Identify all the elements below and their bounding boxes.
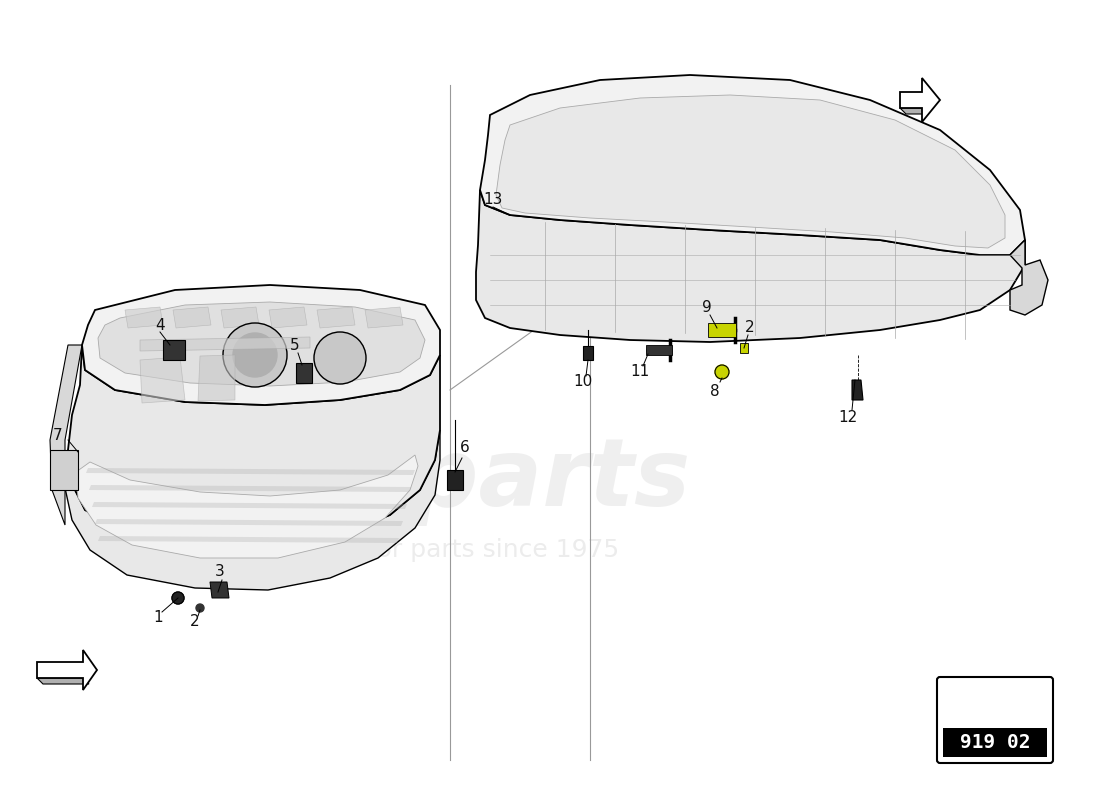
Polygon shape (82, 285, 440, 405)
Polygon shape (165, 342, 182, 358)
Circle shape (223, 323, 287, 387)
Text: 5: 5 (290, 338, 300, 353)
Circle shape (715, 365, 729, 379)
Bar (646, 345, 672, 355)
Text: 6: 6 (460, 441, 470, 455)
Polygon shape (317, 307, 355, 328)
Polygon shape (476, 190, 1025, 342)
Polygon shape (140, 337, 310, 351)
Polygon shape (50, 345, 82, 525)
Polygon shape (1010, 240, 1048, 315)
Polygon shape (37, 678, 89, 684)
Text: 3: 3 (216, 565, 224, 579)
Text: 8: 8 (711, 385, 719, 399)
Circle shape (172, 592, 184, 604)
Polygon shape (65, 430, 440, 590)
Text: 2: 2 (745, 321, 755, 335)
Bar (943, 683, 1047, 728)
Bar (943, 728, 1047, 757)
Polygon shape (583, 346, 593, 360)
Bar (740, 343, 748, 353)
Bar (50, 450, 78, 490)
Polygon shape (221, 307, 258, 328)
Bar (163, 340, 185, 360)
Polygon shape (86, 468, 415, 475)
FancyBboxPatch shape (937, 677, 1053, 763)
Circle shape (196, 604, 204, 612)
Polygon shape (173, 307, 211, 328)
Polygon shape (76, 455, 418, 558)
Text: 1: 1 (153, 610, 163, 626)
Bar (708, 323, 736, 337)
Text: 2: 2 (190, 614, 200, 630)
Text: 7: 7 (53, 427, 63, 442)
Polygon shape (298, 365, 310, 382)
Polygon shape (198, 355, 235, 401)
Text: a passion for parts since 1975: a passion for parts since 1975 (241, 538, 619, 562)
Polygon shape (98, 302, 425, 386)
Polygon shape (95, 519, 403, 526)
Polygon shape (852, 380, 864, 400)
Circle shape (314, 332, 366, 384)
Polygon shape (68, 345, 440, 545)
Polygon shape (270, 307, 307, 328)
Polygon shape (98, 536, 399, 543)
Text: 4: 4 (155, 318, 165, 333)
Polygon shape (365, 307, 403, 328)
Text: 12: 12 (838, 410, 858, 426)
Text: 9: 9 (702, 301, 712, 315)
Polygon shape (496, 95, 1005, 248)
Text: 919 02: 919 02 (959, 734, 1031, 753)
Polygon shape (140, 357, 185, 403)
Polygon shape (37, 650, 97, 690)
Polygon shape (89, 485, 411, 492)
Polygon shape (125, 307, 163, 328)
Text: 13: 13 (483, 193, 503, 207)
Bar (447, 470, 463, 490)
Polygon shape (210, 582, 229, 598)
Polygon shape (900, 108, 928, 114)
Bar (296, 363, 312, 383)
Text: 11: 11 (630, 365, 650, 379)
Circle shape (233, 333, 277, 377)
Polygon shape (92, 502, 407, 509)
Text: europarts: europarts (169, 434, 691, 526)
Text: 10: 10 (573, 374, 593, 390)
Polygon shape (900, 78, 940, 122)
Polygon shape (480, 75, 1025, 255)
